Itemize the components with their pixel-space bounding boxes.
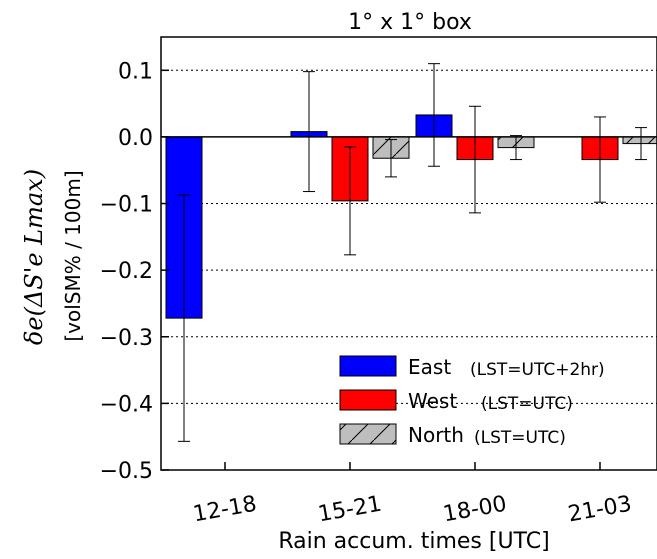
x-tick-label: 21-03 xyxy=(566,492,633,528)
x-axis: 12-18 15-21 18-00 21-03 xyxy=(191,462,634,528)
x-axis-title: Rain accum. times [UTC] xyxy=(278,529,549,554)
y-tick-label: −0.2 xyxy=(100,259,153,284)
plot-frame xyxy=(160,36,657,471)
legend-note-east: (LST=UTC+2hr) xyxy=(470,360,605,380)
x-tick-label: 12-18 xyxy=(191,492,258,528)
legend-swatch-west xyxy=(339,389,397,411)
y-axis-units: [volSM% / 100m] xyxy=(61,170,85,341)
bar-north xyxy=(622,136,657,145)
y-axis-units-group: [volSM% / 100m] xyxy=(61,170,85,341)
legend-swatch-north xyxy=(339,423,397,445)
y-tick-label: −0.3 xyxy=(100,326,153,351)
error-bars-group xyxy=(178,63,647,442)
y-axis-title: δe(ΔS'e Lmax) xyxy=(20,169,48,345)
y-tick-label: 0.0 xyxy=(118,126,153,151)
y-tick-label: −0.1 xyxy=(100,193,153,218)
legend: East (LST=UTC+2hr) West (LST=UTC) North (LST=… xyxy=(339,355,605,448)
x-tick-label: 15-21 xyxy=(316,492,383,528)
legend-label-west: West xyxy=(408,389,457,413)
y-axis: −0.5 −0.4 −0.3 −0.2 −0.1 0.0 0.1 xyxy=(100,59,169,484)
legend-label-east: East xyxy=(408,355,451,379)
chart-title: 1° x 1° box xyxy=(348,10,472,35)
y-axis-title-main: δe(ΔS'e Lmax) xyxy=(20,169,48,345)
y-tick-label: −0.5 xyxy=(100,459,153,484)
legend-swatch-east xyxy=(339,355,397,377)
y-tick-label: −0.4 xyxy=(100,392,153,417)
x-tick-label: 18-00 xyxy=(441,492,508,528)
bars-group xyxy=(165,114,657,319)
y-tick-label: 0.1 xyxy=(118,59,153,84)
legend-note-west: (LST=UTC) xyxy=(481,394,573,414)
legend-note-north: (LST=UTC) xyxy=(474,428,566,448)
legend-label-north: North xyxy=(408,423,464,447)
